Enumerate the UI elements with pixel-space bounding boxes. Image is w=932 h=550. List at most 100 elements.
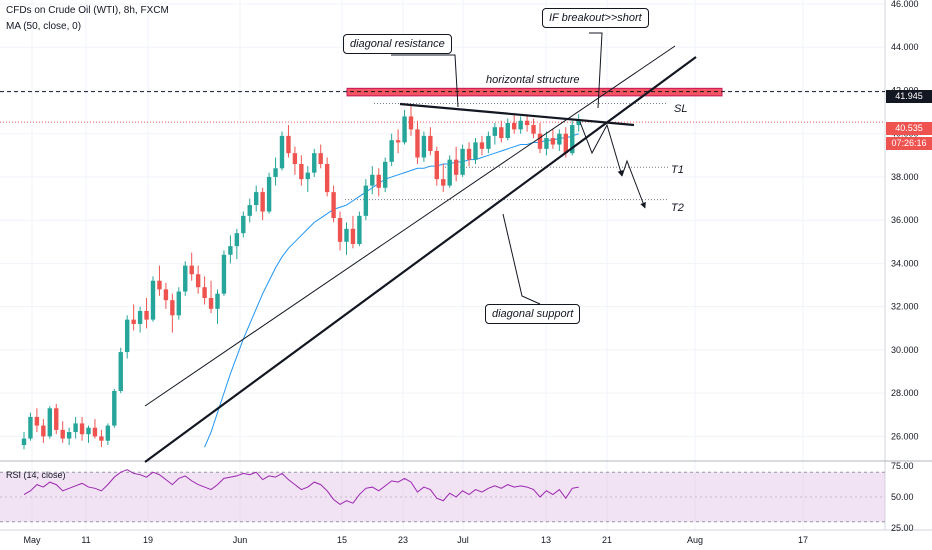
t2-label: T2: [671, 202, 684, 214]
candle-body: [473, 142, 478, 160]
candle-body: [279, 135, 285, 169]
candle-body: [170, 300, 175, 316]
candle-body: [292, 153, 298, 164]
candle-body: [286, 135, 291, 154]
candle-body: [234, 233, 240, 247]
projection-path-t1: [579, 121, 624, 177]
candle-body: [86, 427, 91, 435]
diagonal-support-line: [144, 56, 697, 463]
last-price-badge: 40.535: [886, 122, 932, 135]
candle-body: [247, 205, 252, 216]
candle-body: [557, 133, 562, 145]
x-tick-label: 19: [143, 535, 153, 545]
candle-body: [479, 142, 485, 149]
horizontal-structure-label: horizontal structure: [486, 74, 580, 86]
candle-body: [195, 274, 201, 288]
x-tick-label: Jul: [457, 535, 469, 545]
y-tick-label: 34.000: [891, 258, 919, 268]
candle-body: [370, 174, 375, 186]
candle-body: [60, 429, 65, 439]
rsi-tick-label: 25.00: [891, 523, 914, 533]
candle-body: [460, 148, 465, 175]
y-tick-label: 32.000: [891, 302, 919, 312]
candle-body: [492, 127, 498, 136]
breakout-label[interactable]: IF breakout>>short: [542, 8, 649, 28]
candle-body: [105, 425, 111, 441]
candle-body: [144, 310, 149, 320]
candle-body: [570, 125, 575, 154]
drawings: [144, 32, 697, 463]
candle-body: [215, 293, 220, 309]
rsi-band: [0, 472, 885, 522]
ma-legend: MA (50, close, 0): [6, 21, 82, 32]
candle-body: [66, 432, 72, 439]
y-tick-label: 36.000: [891, 215, 919, 225]
candle-body: [544, 138, 549, 149]
resistance-callout-pointer: [391, 54, 459, 108]
candle-body: [505, 122, 510, 139]
candle-body: [395, 140, 401, 143]
y-tick-label: 44.000: [891, 42, 919, 52]
diagonal-resistance-line: [399, 102, 635, 127]
candle-body: [318, 153, 323, 164]
diagonal-resistance-label[interactable]: diagonal resistance: [343, 34, 452, 54]
candle-body: [202, 287, 207, 299]
rsi-tick-label: 75.00: [891, 461, 914, 471]
level-price-badge: 41.945: [886, 90, 932, 103]
candle-body: [163, 289, 169, 301]
candle-body: [28, 416, 33, 439]
candles: [21, 105, 581, 450]
moving-average: [204, 133, 579, 448]
sl-label: SL: [674, 103, 688, 115]
ma-line: [204, 133, 579, 448]
candle-body: [512, 122, 517, 130]
grid: [0, 0, 885, 530]
candle-body: [486, 135, 491, 149]
rsi-panel: [0, 469, 885, 523]
candle-body: [131, 319, 136, 324]
breakout-callout-pointer: [589, 32, 603, 109]
candle-body: [324, 163, 330, 193]
projection-path-t2: [621, 159, 646, 209]
y-tick-label: 38.000: [891, 172, 919, 182]
candle-body: [312, 153, 317, 173]
candle-body: [79, 423, 85, 435]
candle-body: [21, 438, 27, 446]
rsi-tick-label: 50.00: [891, 492, 914, 502]
candle-body: [337, 218, 343, 242]
candle-body: [524, 120, 530, 126]
candle-body: [363, 185, 369, 216]
t1-label: T1: [671, 164, 684, 176]
candle-body: [408, 116, 414, 130]
candle-body: [453, 159, 459, 175]
candle-body: [344, 228, 349, 242]
candle-body: [112, 390, 117, 426]
support-callout-pointer: [502, 213, 541, 305]
candle-body: [518, 120, 523, 130]
candle-body: [157, 280, 162, 290]
x-tick-label: 13: [541, 535, 551, 545]
candle-body: [273, 168, 278, 177]
candle-body: [92, 427, 98, 437]
candle-body: [47, 408, 52, 437]
y-tick-label: 46.000: [891, 0, 919, 9]
candle-body: [531, 125, 536, 134]
candle-body: [350, 228, 356, 244]
candle-body: [73, 423, 78, 433]
candle-body: [118, 352, 123, 391]
candle-body: [376, 174, 381, 188]
rsi-line: [23, 469, 579, 506]
candle-body: [189, 265, 194, 275]
candle-body: [266, 176, 272, 212]
candle-body: [208, 298, 214, 309]
diagonal-support-label[interactable]: diagonal support: [485, 304, 581, 324]
candle-body: [441, 179, 446, 186]
candle-body: [260, 192, 265, 212]
candle-body: [389, 140, 394, 162]
candle-body: [434, 151, 439, 180]
candle-body: [466, 148, 472, 160]
candle-body: [563, 133, 568, 154]
x-tick-label: Jun: [233, 535, 248, 545]
candle-body: [537, 133, 543, 149]
